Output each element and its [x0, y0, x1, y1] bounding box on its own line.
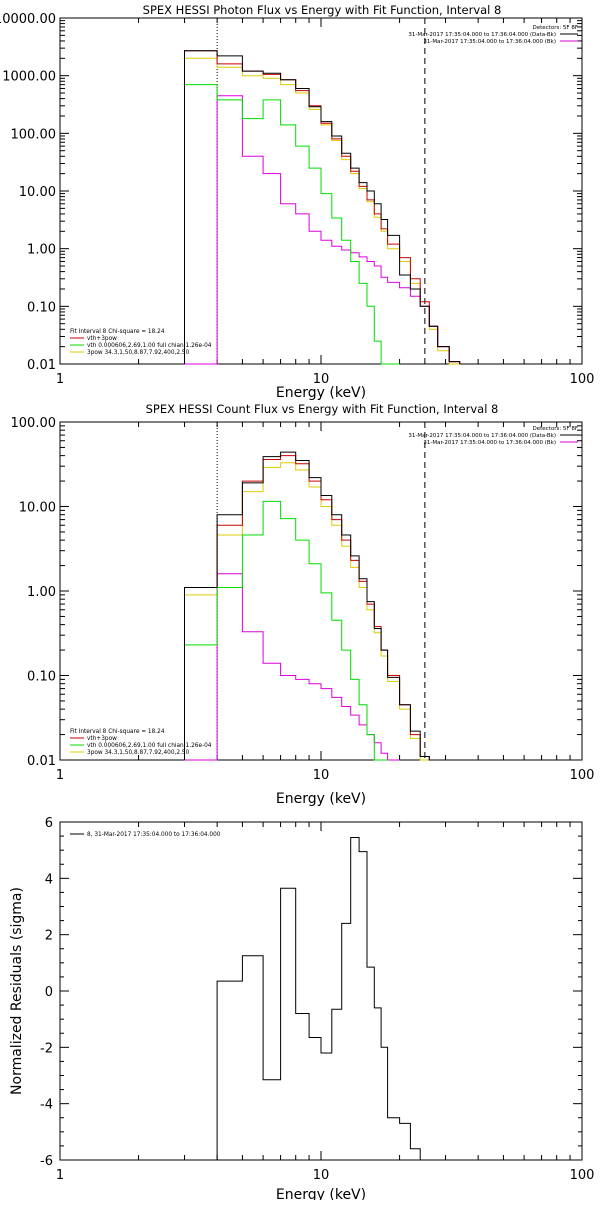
y-tick-label: 100.00 — [11, 416, 57, 431]
y-tick-label: 6 — [45, 816, 53, 831]
y-tick-label: 10.00 — [19, 501, 56, 516]
y-tick-label: 4 — [45, 872, 53, 887]
y-tick-label: 10000.00 — [0, 12, 56, 27]
info-line: 31-Mar-2017 17:35:04.000 to 17:36:04.000… — [423, 440, 556, 446]
y-tick-label: 1.00 — [27, 585, 56, 600]
detector-info: Detectors: 5F 8F 31-Mar-2017 17:35:04.00… — [408, 426, 578, 446]
y-tick-label: 0.10 — [27, 300, 56, 315]
ticks: 1 10 100 -6 -4 -2 0 2 4 6 — [40, 816, 594, 1183]
y-tick-label: -4 — [40, 1098, 53, 1113]
x-tick-label: 1 — [56, 1168, 64, 1183]
y-tick-label: 1000.00 — [2, 70, 56, 85]
x-tick-label: 100 — [570, 768, 595, 783]
series-bk — [184, 462, 438, 761]
legend-line: vth 0.000606,2.69,1.00 full chian 1.26e-… — [87, 343, 212, 349]
legend-line: vth 0.000606,2.69,1.00 full chian 1.26e-… — [87, 743, 212, 749]
y-axis-label: Normalized Residuals (sigma) — [9, 887, 25, 1095]
series-vth — [184, 500, 388, 761]
info-line: 31-Mar-2017 17:35:04.000 to 17:36:04.000… — [423, 39, 556, 45]
x-tick-label: 10 — [313, 768, 330, 783]
series-layer — [216, 837, 430, 1161]
y-tick-label: -2 — [40, 1041, 53, 1056]
residual-legend: 8, 31-Mar-2017 17:35:04.000 to 17:36:04.… — [70, 832, 221, 838]
series-layer — [184, 422, 438, 761]
y-tick-label: 0.10 — [27, 670, 56, 685]
info-line: 31-Mar-2017 17:35:04.000 to 17:36:04.000… — [408, 433, 556, 439]
info-line: Detectors: 5F 8F — [532, 426, 578, 432]
series-layer — [184, 18, 461, 365]
x-tick-label: 10 — [313, 372, 330, 387]
photon-flux-panel: SPEX HESSI Photon Flux vs Energy with Fi… — [0, 3, 594, 401]
series-8-31-mar-2017-17-35-04-000-to-17-36-04-000 — [216, 837, 430, 1161]
legend-line: 8, 31-Mar-2017 17:35:04.000 to 17:36:04.… — [87, 832, 221, 838]
count-flux-panel: SPEX HESSI Count Flux vs Energy with Fit… — [11, 402, 595, 807]
residuals-panel: 1 10 100 -6 -4 -2 0 2 4 6 Energy (keV) Normalized… — [9, 816, 594, 1203]
x-tick-label: 100 — [570, 1168, 595, 1183]
y-tick-label: -6 — [40, 1154, 53, 1169]
legend-line: vth+3pow — [87, 736, 117, 742]
x-tick-label: 10 — [313, 1168, 330, 1183]
info-line: Detectors: 5F 8F — [532, 25, 578, 31]
legend-line: 3pow 34.3,1.50,8.87,7.92,400,2.50 — [87, 750, 190, 756]
series-data-bk — [184, 451, 438, 761]
series-vth — [184, 84, 400, 365]
x-tick-label: 1 — [56, 768, 64, 783]
series-data-bk — [184, 50, 461, 364]
ticks: 1 10 100 0.01 0.10 1.00 10.00 100.00 — [11, 416, 595, 783]
fit-legend: Fit Interval 8 Chi-square = 18.24 vth+3p… — [70, 329, 212, 356]
series-bk — [184, 57, 460, 365]
series-vth-3pow — [184, 455, 438, 761]
series-3pow — [184, 95, 461, 365]
x-axis-label: Energy (keV) — [276, 385, 366, 401]
y-tick-label: 10.00 — [19, 185, 56, 200]
legend-line: 3pow 34.3,1.50,8.87,7.92,400,2.50 — [87, 350, 190, 356]
x-axis-label: Energy (keV) — [276, 1187, 366, 1200]
info-line: 31-Mar-2017 17:35:04.000 to 17:36:04.000… — [408, 32, 556, 38]
x-axis-label: Energy (keV) — [276, 791, 366, 807]
y-tick-label: 0.01 — [27, 754, 56, 769]
ticks: 1 10 100 0.01 0.10 1.00 10.00 100.00 1000.00 1000… — [0, 12, 594, 387]
legend-line: Fit Interval 8 Chi-square = 18.24 — [70, 729, 165, 735]
y-tick-label: 0.01 — [27, 358, 56, 373]
chart-title: SPEX HESSI Photon Flux vs Energy with Fi… — [143, 3, 502, 17]
x-tick-label: 1 — [56, 372, 64, 387]
detector-info: Detectors: 5F 8F 31-Mar-2017 17:35:04.00… — [408, 25, 578, 45]
plot-frame — [59, 821, 583, 1161]
legend-line: Fit Interval 8 Chi-square = 18.24 — [70, 329, 165, 335]
fit-legend: Fit Interval 8 Chi-square = 18.24 vth+3p… — [70, 729, 212, 756]
y-tick-label: 100.00 — [11, 127, 57, 142]
y-tick-label: 1.00 — [27, 243, 56, 258]
chart-title: SPEX HESSI Count Flux vs Energy with Fit… — [146, 402, 499, 416]
series-vth-3pow — [184, 50, 461, 364]
legend-line: vth+3pow — [87, 336, 117, 342]
y-tick-label: 0 — [45, 985, 53, 1000]
x-tick-label: 100 — [570, 372, 595, 387]
y-tick-label: 2 — [45, 929, 53, 944]
